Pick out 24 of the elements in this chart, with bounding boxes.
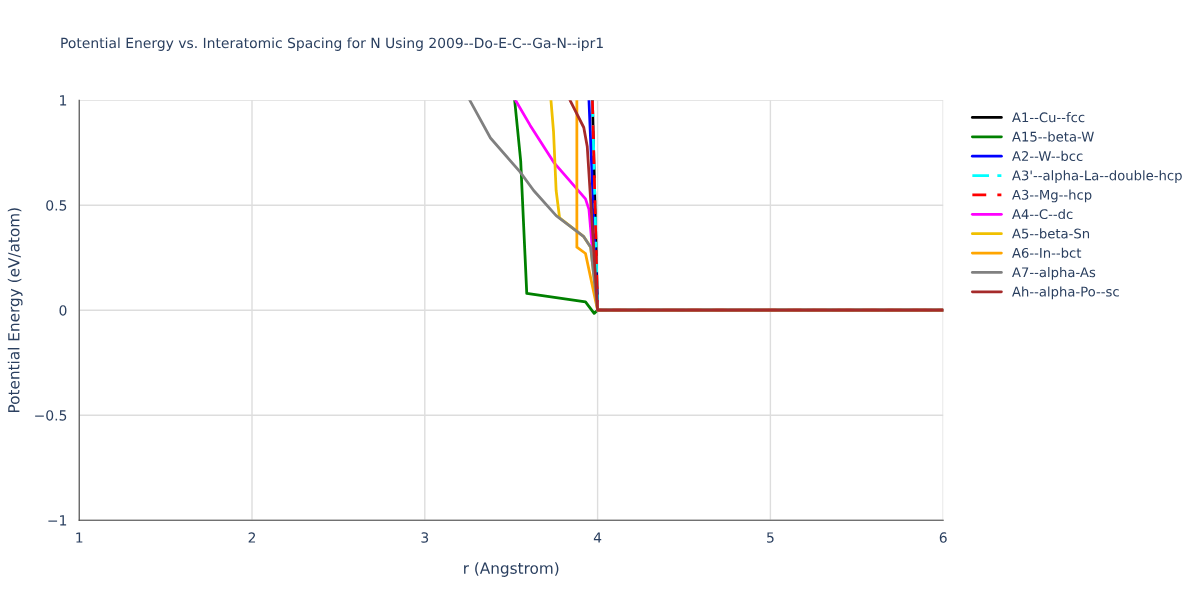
x-tick-label: 5: [767, 532, 774, 543]
x-tick-label: 4: [593, 532, 602, 543]
y-tick-label: 0: [59, 305, 67, 316]
x-tick-label: 6: [939, 532, 947, 543]
y-axis-title: Potential Energy (eV/atom): [7, 208, 23, 413]
legend-label: A3--Mg--hcp: [1012, 189, 1092, 203]
chart-title: Potential Energy vs. Interatomic Spacing for N Using 2009--Do-E-C--Ga-N--ipr1: [61, 37, 603, 51]
x-tick-label: 3: [421, 532, 429, 543]
legend-label: A6--In--bct: [1012, 247, 1082, 258]
legend-label: A2--W--bcc: [1012, 150, 1083, 162]
legend-label: A5--beta-Sn: [1012, 228, 1090, 239]
x-tick-label: 1: [76, 532, 83, 543]
y-tick-label: −0.5: [35, 410, 67, 421]
legend-label: A3'--alpha-La--double-hcp: [1012, 170, 1182, 183]
y-tick-label: −1: [48, 515, 67, 526]
legend-label: A7--alpha-As: [1012, 267, 1096, 280]
legend-label: A1--Cu--fcc: [1012, 112, 1085, 123]
legend-label: Ah--alpha-Po--sc: [1012, 286, 1119, 300]
legend-label: A15--beta-W: [1012, 131, 1094, 142]
y-tick-label: 1: [60, 95, 67, 106]
legend-label: A4--C--dc: [1012, 208, 1073, 220]
x-axis-title: r (Angstrom): [464, 562, 559, 577]
x-tick-label: 2: [248, 532, 256, 543]
y-tick-label: 0.5: [46, 200, 67, 211]
